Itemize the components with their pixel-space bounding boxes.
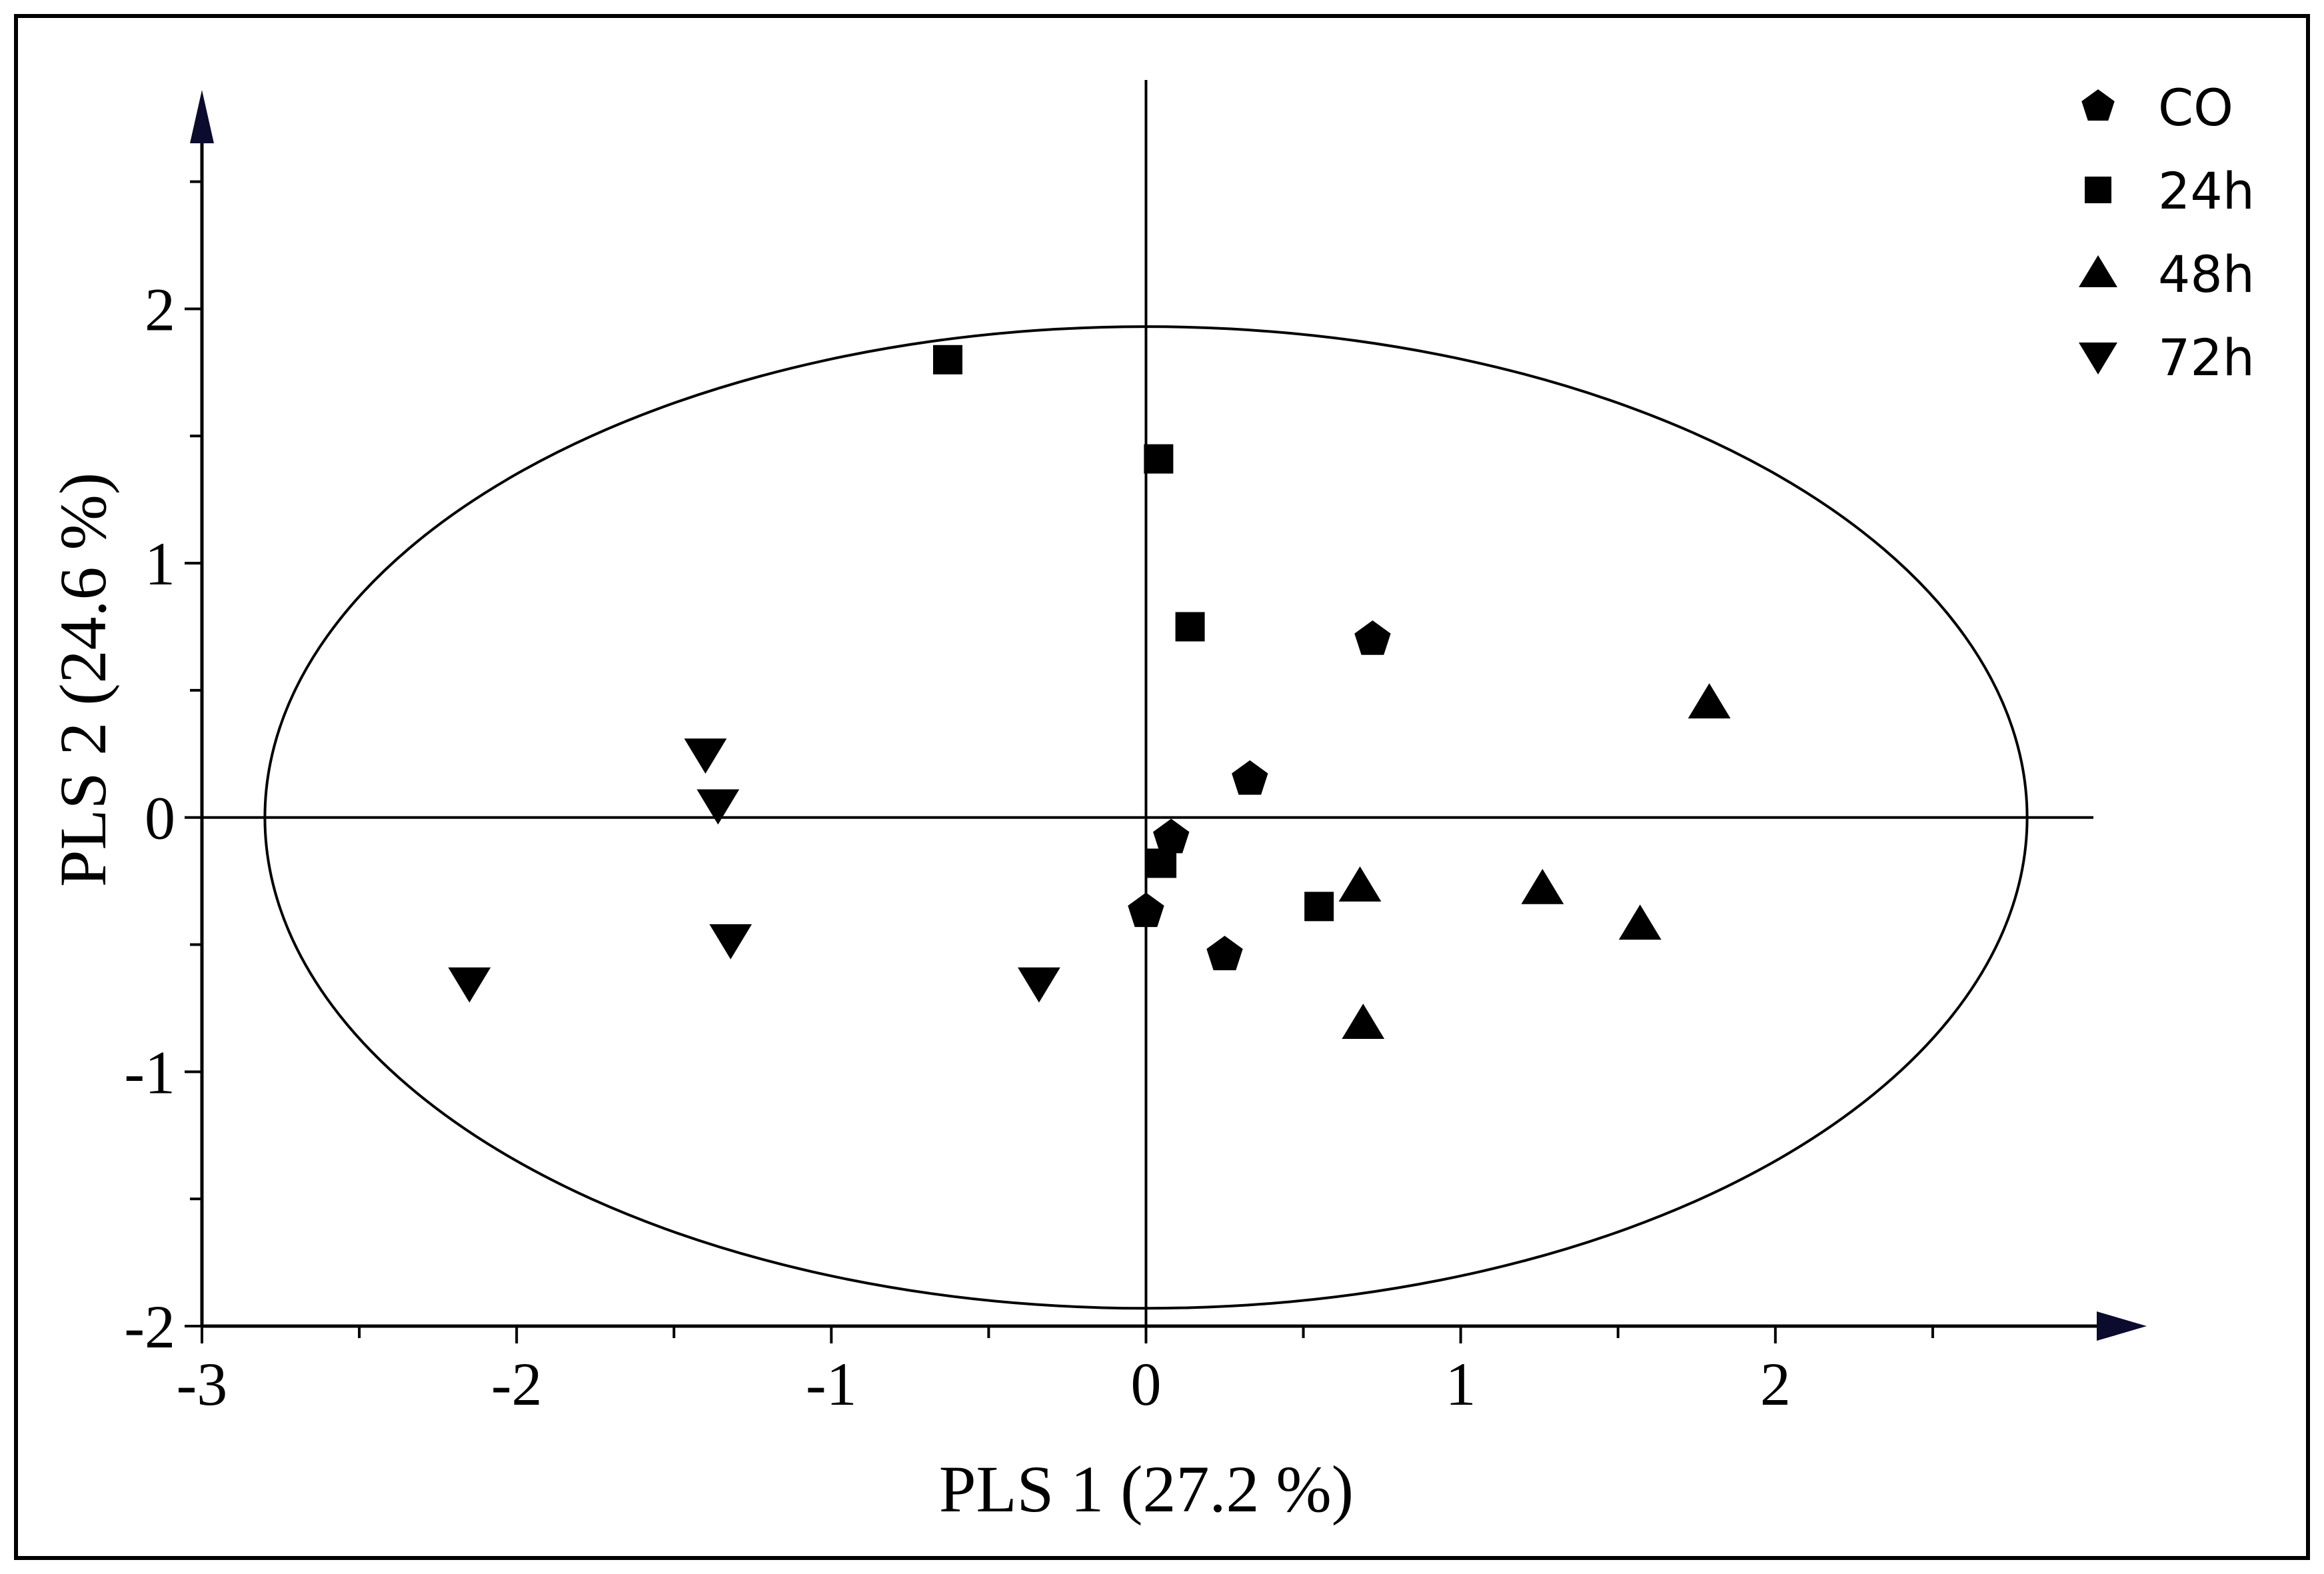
data-point-48h: [1688, 683, 1731, 719]
x-tick-label: 2: [1760, 1350, 1791, 1418]
y-tick-label: -1: [124, 1038, 175, 1106]
y-axis-title: PLS 2 (24.6 %): [46, 472, 120, 887]
data-point-co: [1206, 936, 1243, 970]
data-point-48h: [1338, 866, 1382, 902]
data-point-72h: [709, 924, 752, 960]
legend-marker-48h: [2079, 255, 2117, 287]
data-point-24h: [1147, 848, 1177, 878]
data-point-48h: [1342, 1004, 1385, 1039]
data-point-72h: [1018, 967, 1060, 1003]
y-tick-label: -2: [124, 1293, 175, 1361]
y-tick-label: 1: [145, 530, 175, 598]
legend-label-co: CO: [2158, 78, 2233, 137]
outer-border: [14, 14, 2310, 1560]
y-tick-label: 0: [145, 784, 175, 852]
x-axis-arrow: [2097, 1311, 2147, 1341]
data-point-co: [1354, 620, 1391, 655]
x-tick-label: -2: [491, 1350, 543, 1418]
data-point-48h: [1521, 868, 1564, 904]
data-point-co: [1232, 760, 1268, 795]
data-point-72h: [448, 967, 491, 1003]
legend-marker-72h: [2079, 343, 2117, 375]
x-tick-label: -3: [177, 1350, 228, 1418]
data-point-co: [1153, 818, 1190, 854]
data-point-24h: [1304, 892, 1334, 922]
x-axis-title: PLS 1 (27.2 %): [939, 1452, 1354, 1526]
legend-marker-co: [2081, 89, 2115, 121]
data-point-co: [1128, 892, 1164, 928]
x-tick-label: -1: [806, 1350, 857, 1418]
x-tick-label: 0: [1131, 1350, 1162, 1418]
legend-label-24h: 24h: [2158, 161, 2255, 221]
data-point-72h: [684, 738, 727, 774]
y-tick-label: 2: [145, 275, 175, 343]
data-point-24h: [933, 345, 963, 375]
y-axis-arrow: [190, 90, 214, 143]
legend-marker-24h: [2085, 177, 2111, 203]
legend-label-48h: 48h: [2158, 245, 2255, 304]
data-point-72h: [696, 789, 740, 825]
data-point-24h: [1175, 612, 1205, 642]
data-point-24h: [1144, 444, 1174, 474]
x-tick-label: 1: [1446, 1350, 1476, 1418]
data-point-48h: [1618, 904, 1662, 940]
legend-label-72h: 72h: [2158, 328, 2255, 387]
